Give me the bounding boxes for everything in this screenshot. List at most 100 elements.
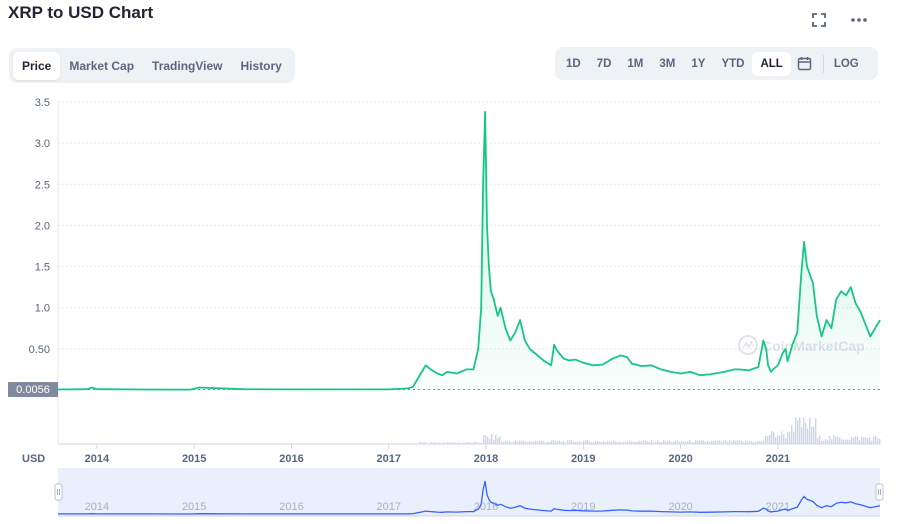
volume-bar — [779, 435, 781, 444]
range-1y[interactable]: 1Y — [691, 57, 706, 70]
tab-tradingview[interactable]: TradingView — [152, 58, 223, 73]
volume-bar — [443, 442, 445, 444]
volume-bar — [459, 442, 461, 444]
volume-bar — [717, 440, 719, 444]
volume-bar — [661, 441, 663, 444]
y-tick-label-5: 3.0 — [35, 138, 50, 150]
volume-bar — [855, 436, 857, 444]
volume-bar — [805, 423, 807, 444]
range-ytd[interactable]: YTD — [721, 57, 745, 70]
volume-bar — [829, 436, 831, 444]
navigator-left-handle[interactable] — [54, 483, 63, 501]
volume-bar — [625, 441, 627, 444]
volume-bar — [535, 440, 537, 444]
volume-bar — [533, 441, 535, 444]
navigator-right-handle[interactable] — [875, 483, 884, 501]
chart-navigator[interactable]: 2014 2015 2016 2017 2018 2019 2020 2021 — [0, 466, 900, 518]
page-title: XRP to USD Chart — [8, 3, 154, 22]
range-7d[interactable]: 7D — [596, 57, 612, 70]
volume-bar — [473, 442, 475, 444]
volume-bar — [475, 442, 477, 444]
volume-bar — [577, 441, 579, 444]
y-tick-label-6: 3.5 — [35, 97, 50, 109]
volume-bar — [439, 442, 441, 444]
volume-bar — [567, 440, 569, 444]
volume-bar — [463, 442, 465, 444]
volume-bars — [61, 417, 881, 444]
volume-bar — [675, 440, 677, 444]
volume-bar — [565, 442, 567, 444]
price-chart[interactable]: 0.501.01.52.02.53.03.5 CoinMarketCap 0.0… — [0, 90, 900, 470]
volume-bar — [869, 437, 871, 444]
volume-bar — [743, 441, 745, 444]
volume-bar — [453, 442, 455, 444]
volume-bar — [509, 441, 511, 444]
volume-bar — [433, 442, 435, 444]
time-range-selector: 1D 7D 1M 3M 1Y YTD ALL LOG — [555, 47, 878, 80]
volume-bar — [573, 441, 575, 444]
volume-bar — [787, 431, 789, 444]
range-1d[interactable]: 1D — [566, 57, 581, 70]
more-icon[interactable] — [848, 9, 870, 31]
y-axis-labels: 0.50 1.0 1.5 2.0 2.5 3.0 3.5 — [29, 97, 50, 356]
volume-bar — [487, 436, 489, 444]
volume-bar — [751, 441, 753, 444]
volume-bar — [879, 438, 881, 444]
volume-bar — [519, 440, 521, 444]
log-scale-button[interactable]: LOG — [833, 57, 859, 70]
volume-bar — [697, 440, 699, 444]
navigator-x-label-0: 2014 — [85, 501, 109, 513]
volume-bar — [691, 442, 693, 444]
price-area — [58, 111, 880, 391]
volume-bar — [637, 441, 639, 444]
volume-bar — [591, 442, 593, 444]
volume-bar — [689, 440, 691, 444]
volume-bar — [667, 441, 669, 444]
volume-bar — [607, 441, 609, 444]
y-tick-label-1: 1.0 — [35, 303, 50, 315]
volume-bar — [797, 420, 799, 444]
volume-bar — [601, 441, 603, 444]
tab-price[interactable]: Price — [13, 51, 61, 80]
navigator-x-labels: 2014 2015 2016 2017 2018 2019 2020 2021 — [85, 501, 790, 513]
current-price-tag: 0.0056 — [8, 382, 58, 398]
range-3m[interactable]: 3M — [659, 57, 676, 70]
x-tick-label-0: 2014 — [85, 453, 110, 465]
volume-bar — [465, 442, 467, 444]
volume-bar — [861, 436, 863, 444]
volume-bar — [555, 441, 557, 444]
volume-bar — [639, 440, 641, 444]
volume-bar — [541, 440, 543, 444]
volume-bar — [447, 442, 449, 444]
current-price-tag-box — [8, 382, 58, 398]
volume-bar — [547, 441, 549, 444]
volume-bar — [737, 440, 739, 444]
volume-bar — [553, 440, 555, 444]
volume-bar — [845, 439, 847, 444]
volume-bar — [457, 442, 459, 444]
volume-bar — [665, 441, 667, 444]
volume-bar — [641, 441, 643, 444]
tab-market-cap[interactable]: Market Cap — [69, 58, 135, 73]
fullscreen-icon[interactable] — [808, 9, 830, 31]
range-1m[interactable]: 1M — [627, 57, 644, 70]
chart-toolbar — [808, 9, 870, 31]
price-line — [57, 111, 881, 391]
x-tick-label-6: 2020 — [668, 453, 692, 465]
volume-bar — [825, 439, 827, 444]
volume-bar — [757, 440, 759, 444]
volume-bar — [613, 440, 615, 444]
volume-bar — [851, 437, 853, 444]
volume-bar — [425, 442, 427, 444]
tab-history[interactable]: History — [240, 58, 282, 73]
volume-bar — [539, 440, 541, 444]
volume-bar — [467, 442, 469, 444]
calendar-icon[interactable] — [791, 52, 819, 76]
volume-bar — [857, 436, 859, 444]
volume-bar — [759, 440, 761, 444]
range-all[interactable]: ALL — [752, 51, 791, 76]
volume-bar — [673, 441, 675, 444]
x-tick-label-7: 2021 — [766, 453, 790, 465]
volume-bar — [711, 440, 713, 444]
volume-bar — [769, 435, 771, 444]
